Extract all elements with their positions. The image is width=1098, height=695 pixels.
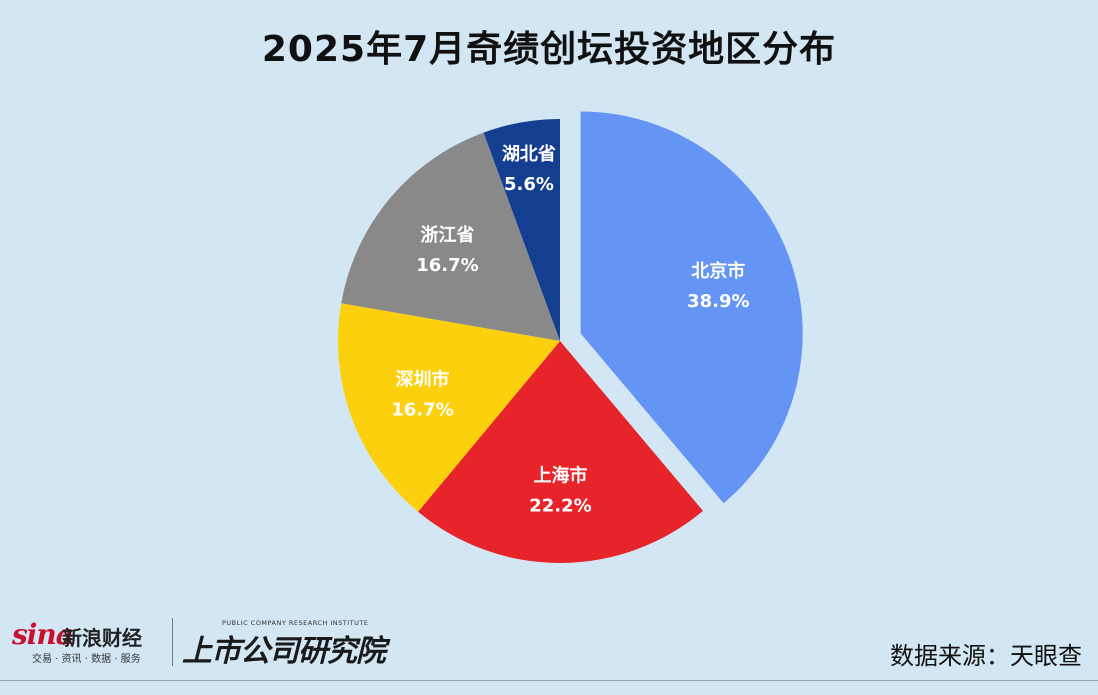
institute-chinese-name: 上市公司研究院 [182, 634, 386, 669]
slice-label-4: 湖北省 [502, 143, 556, 165]
sina-wordmark: sina [12, 618, 74, 651]
institute-english-name: PUBLIC COMPANY RESEARCH INSTITUTE [222, 619, 369, 627]
pie-slice-1 [418, 341, 703, 564]
logo-divider [172, 618, 173, 666]
research-institute-logo: PUBLIC COMPANY RESEARCH INSTITUTE 上市公司研究… [182, 616, 402, 670]
pie-slices [338, 111, 803, 564]
pie-slice-3 [341, 132, 560, 341]
sina-finance-tagline: 交易 · 资讯 · 数据 · 服务 [32, 654, 141, 665]
slice-label-3: 浙江省 [420, 224, 474, 246]
slice-value-0: 38.9% [687, 291, 749, 312]
slice-value-4: 5.6% [504, 174, 554, 195]
pie-slice-0 [580, 111, 803, 504]
pie-slice-2 [338, 303, 560, 512]
slice-label-0: 北京市 [691, 260, 745, 282]
pie-labels: 北京市 38.9% 上海市 22.2% 深圳市 16.7% 浙江省 16.7% 湖北省 5.6% [391, 143, 749, 516]
slice-label-1: 上海市 [533, 465, 587, 487]
slice-value-1: 22.2% [529, 496, 591, 517]
footer-rule [0, 680, 1098, 681]
sina-finance-logo: sina 新浪财经 交易 · 资讯 · 数据 · 服务 [12, 618, 172, 668]
slice-value-2: 16.7% [391, 400, 453, 421]
slice-value-3: 16.7% [416, 255, 478, 276]
slice-label-2: 深圳市 [396, 369, 450, 391]
chart-title: 2025年7月奇绩创坛投资地区分布 [261, 29, 837, 70]
sina-finance-name: 新浪财经 [62, 626, 142, 650]
pie-slice-4 [483, 119, 560, 341]
pie-chart: 北京市 38.9% 上海市 22.2% 深圳市 16.7% 浙江省 16.7% 湖北省 5.6% [338, 111, 803, 564]
data-source: 数据来源：天眼查 [890, 642, 1082, 670]
